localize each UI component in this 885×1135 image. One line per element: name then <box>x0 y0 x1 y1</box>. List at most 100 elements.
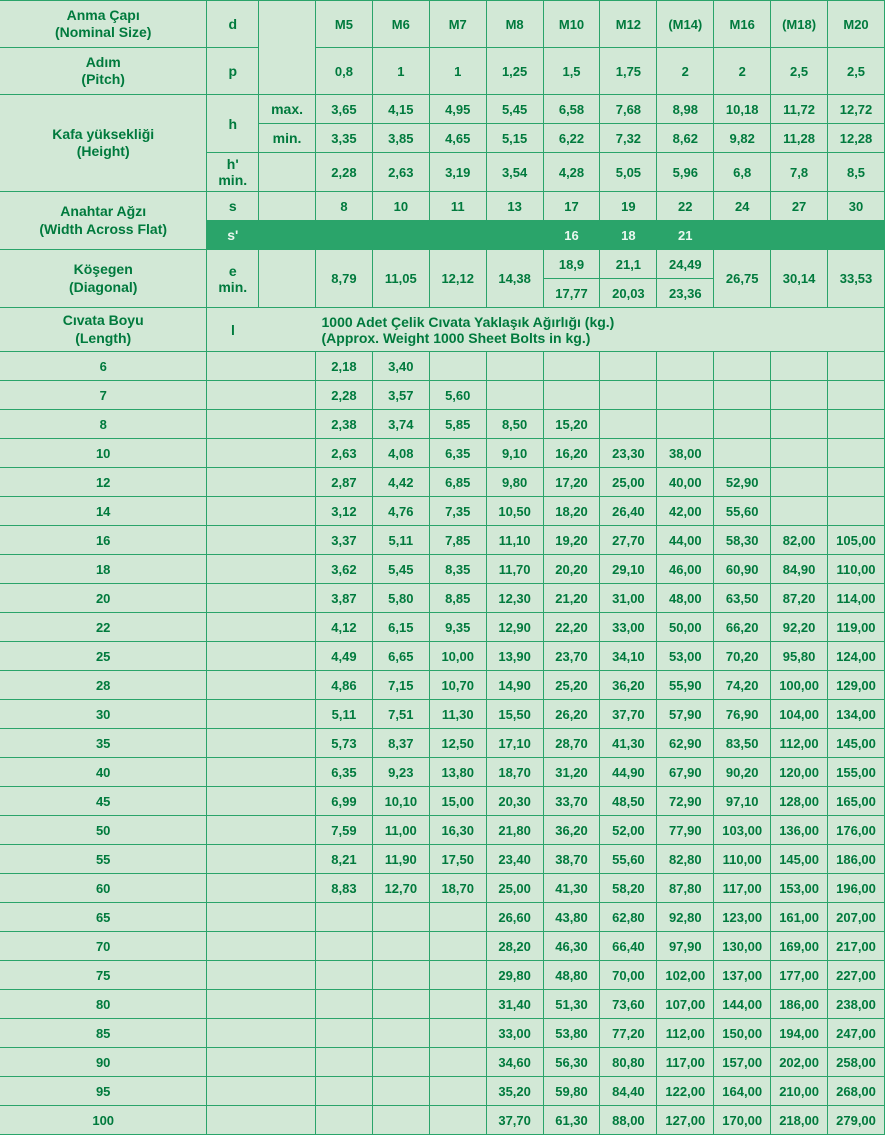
w-45-6: 72,90 <box>657 787 714 816</box>
s-6: 22 <box>657 192 714 221</box>
size-header-6: (M14) <box>657 1 714 48</box>
w-80-9: 238,00 <box>828 990 885 1019</box>
blank <box>207 1077 259 1106</box>
blank <box>259 787 316 816</box>
blank <box>259 1106 316 1135</box>
w-95-8: 210,00 <box>771 1077 828 1106</box>
w-14-2: 7,35 <box>429 497 486 526</box>
w-20-8: 87,20 <box>771 584 828 613</box>
w-8-3: 8,50 <box>486 410 543 439</box>
w-8-4: 15,20 <box>543 410 600 439</box>
w-60-5: 58,20 <box>600 874 657 903</box>
w-40-6: 67,90 <box>657 758 714 787</box>
blank <box>259 1077 316 1106</box>
w-45-1: 10,10 <box>372 787 429 816</box>
w-8-8 <box>771 410 828 439</box>
w-30-3: 15,50 <box>486 700 543 729</box>
w-35-2: 12,50 <box>429 729 486 758</box>
w-6-5 <box>600 352 657 381</box>
w-25-2: 10,00 <box>429 642 486 671</box>
w-90-7: 157,00 <box>714 1048 771 1077</box>
w-85-6: 112,00 <box>657 1019 714 1048</box>
w-60-0: 8,83 <box>316 874 373 903</box>
e-8: 30,14 <box>771 250 828 308</box>
s-9: 30 <box>828 192 885 221</box>
blank <box>259 613 316 642</box>
w-30-4: 26,20 <box>543 700 600 729</box>
blank <box>207 1048 259 1077</box>
w-90-8: 202,00 <box>771 1048 828 1077</box>
blank <box>259 308 316 352</box>
length-6: 6 <box>0 352 207 381</box>
w-65-9: 207,00 <box>828 903 885 932</box>
w-18-7: 60,90 <box>714 555 771 584</box>
w-10-6: 38,00 <box>657 439 714 468</box>
w-95-0 <box>316 1077 373 1106</box>
size-header-3: M8 <box>486 1 543 48</box>
blank <box>259 439 316 468</box>
w-8-6 <box>657 410 714 439</box>
blank <box>259 932 316 961</box>
w-65-4: 43,80 <box>543 903 600 932</box>
s-1: 10 <box>372 192 429 221</box>
w-6-1: 3,40 <box>372 352 429 381</box>
e-2: 12,12 <box>429 250 486 308</box>
pitch-2: 1 <box>429 48 486 95</box>
blank <box>207 874 259 903</box>
length-22: 22 <box>0 613 207 642</box>
h-max-8: 11,72 <box>771 95 828 124</box>
w-12-5: 25,00 <box>600 468 657 497</box>
length-18: 18 <box>0 555 207 584</box>
w-7-0: 2,28 <box>316 381 373 410</box>
w-80-7: 144,00 <box>714 990 771 1019</box>
w-40-4: 31,20 <box>543 758 600 787</box>
w-45-0: 6,99 <box>316 787 373 816</box>
w-45-7: 97,10 <box>714 787 771 816</box>
length-35: 35 <box>0 729 207 758</box>
sprime-4: 16 <box>543 221 600 250</box>
w-65-8: 161,00 <box>771 903 828 932</box>
size-header-5: M12 <box>600 1 657 48</box>
e2-6: 23,36 <box>657 279 714 308</box>
blank <box>259 468 316 497</box>
w-28-6: 55,90 <box>657 671 714 700</box>
w-40-3: 18,70 <box>486 758 543 787</box>
h-min-2: 4,65 <box>429 124 486 153</box>
length-70: 70 <box>0 932 207 961</box>
sprime-0 <box>316 221 373 250</box>
blank <box>207 990 259 1019</box>
length-14: 14 <box>0 497 207 526</box>
w-80-0 <box>316 990 373 1019</box>
w-70-5: 66,40 <box>600 932 657 961</box>
blank <box>207 758 259 787</box>
w-80-4: 51,30 <box>543 990 600 1019</box>
w-35-5: 41,30 <box>600 729 657 758</box>
w-20-4: 21,20 <box>543 584 600 613</box>
length-25: 25 <box>0 642 207 671</box>
w-12-0: 2,87 <box>316 468 373 497</box>
length-60: 60 <box>0 874 207 903</box>
w-16-4: 19,20 <box>543 526 600 555</box>
e-7: 26,75 <box>714 250 771 308</box>
w-50-6: 77,90 <box>657 816 714 845</box>
w-10-5: 23,30 <box>600 439 657 468</box>
blank <box>207 584 259 613</box>
w-10-9 <box>828 439 885 468</box>
w-55-1: 11,90 <box>372 845 429 874</box>
blank <box>259 1 316 95</box>
w-65-2 <box>429 903 486 932</box>
w-100-2 <box>429 1106 486 1135</box>
blank <box>207 816 259 845</box>
length-28: 28 <box>0 671 207 700</box>
w-25-0: 4,49 <box>316 642 373 671</box>
w-80-5: 73,60 <box>600 990 657 1019</box>
h-min-8: 11,28 <box>771 124 828 153</box>
hprime-6: 5,96 <box>657 153 714 192</box>
w-50-8: 136,00 <box>771 816 828 845</box>
w-28-1: 7,15 <box>372 671 429 700</box>
w-40-0: 6,35 <box>316 758 373 787</box>
w-55-9: 186,00 <box>828 845 885 874</box>
w-7-9 <box>828 381 885 410</box>
w-30-6: 57,90 <box>657 700 714 729</box>
blank <box>207 642 259 671</box>
